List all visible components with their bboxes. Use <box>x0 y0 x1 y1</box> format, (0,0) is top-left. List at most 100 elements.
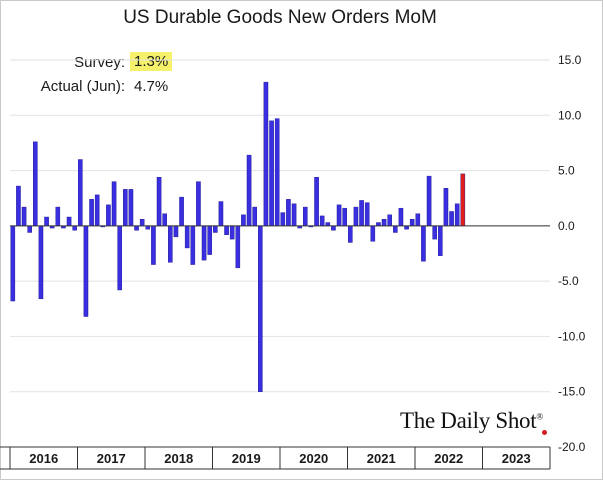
bar <box>156 177 162 227</box>
bar <box>426 175 432 227</box>
bar <box>128 189 134 227</box>
x-tick-label: 2016 <box>29 451 58 466</box>
bar <box>207 225 212 255</box>
bar <box>179 196 184 227</box>
the-daily-shot-logo: The Daily Shot® <box>400 408 543 433</box>
x-axis: 2016 2017 2018 2019 2020 2021 2022 2023 <box>0 446 551 470</box>
x-tick-label: 2018 <box>164 451 193 466</box>
bar <box>443 188 449 227</box>
bar <box>218 201 224 227</box>
bar <box>319 215 325 227</box>
bar <box>151 225 156 265</box>
bar <box>33 141 38 227</box>
bar <box>224 225 229 235</box>
y-tick-label: 0.0 <box>558 219 575 233</box>
y-tick-label: -5.0 <box>558 274 579 288</box>
bar <box>246 154 252 227</box>
bar <box>83 225 89 317</box>
bar <box>331 225 336 231</box>
bar <box>55 206 61 227</box>
bar <box>21 206 27 227</box>
bar <box>398 207 404 227</box>
bar <box>173 225 179 238</box>
bar <box>286 199 291 227</box>
bar <box>274 118 280 227</box>
bar-series <box>10 81 466 392</box>
y-tick-label: 10.0 <box>558 108 582 122</box>
y-tick-label: 15.0 <box>558 53 582 67</box>
bar <box>139 219 145 227</box>
bar <box>162 213 167 227</box>
bar <box>303 206 308 227</box>
bar <box>94 194 100 227</box>
logo-dot <box>542 430 547 435</box>
bar <box>263 81 269 227</box>
bar <box>38 225 44 300</box>
bar <box>168 225 173 263</box>
bar <box>10 225 16 302</box>
bar <box>106 204 111 227</box>
x-tick-label: 2019 <box>232 451 261 466</box>
bar <box>252 206 257 227</box>
bar <box>229 225 235 240</box>
bar <box>449 211 454 227</box>
bar <box>111 181 117 227</box>
bar <box>201 225 207 261</box>
bar <box>348 225 353 243</box>
actual-value: 4.7% <box>134 78 169 95</box>
bar <box>432 225 437 240</box>
bar <box>72 225 77 231</box>
bar <box>353 206 359 227</box>
chart-title: US Durable Goods New Orders MoM <box>123 7 437 28</box>
bar <box>342 207 347 227</box>
bar <box>421 225 426 262</box>
x-tick-label: 2020 <box>299 451 328 466</box>
x-tick-label: 2021 <box>367 451 396 466</box>
bar <box>27 225 32 233</box>
y-tick-label: -20.0 <box>558 440 586 454</box>
bar <box>314 177 319 227</box>
bar <box>415 213 421 227</box>
bar <box>381 219 387 227</box>
bar <box>213 225 218 233</box>
bar <box>359 200 364 227</box>
bar <box>78 159 83 227</box>
bar <box>258 225 263 392</box>
bar <box>393 225 398 233</box>
x-tick-label: 2023 <box>502 451 531 466</box>
bar <box>117 225 122 291</box>
bar <box>16 185 21 227</box>
y-tick-label: -10.0 <box>558 329 586 343</box>
bar <box>89 199 94 227</box>
x-tick-label: 2022 <box>434 451 463 466</box>
bar <box>190 225 196 265</box>
gridlines <box>10 59 550 448</box>
actual-label: Actual (Jun): <box>40 78 125 95</box>
bar <box>280 212 286 227</box>
bar <box>438 225 443 256</box>
bar <box>291 203 297 227</box>
bar <box>66 216 72 227</box>
y-tick-label: -15.0 <box>558 385 586 399</box>
bar <box>336 204 342 227</box>
bar <box>387 214 392 227</box>
bar <box>134 225 139 231</box>
bar <box>44 216 49 227</box>
bar <box>241 214 246 227</box>
bar <box>184 225 190 249</box>
y-axis: 15.0 10.0 5.0 0.0 -5.0 -10.0 -15.0 -20.0 <box>558 53 586 454</box>
bar <box>409 219 415 227</box>
bar <box>123 189 128 227</box>
survey-label: Survey: <box>74 54 125 71</box>
bar <box>364 202 370 227</box>
bar <box>269 120 274 227</box>
bar <box>454 203 460 227</box>
y-tick-label: 5.0 <box>558 164 575 178</box>
bar <box>235 225 241 269</box>
survey-value: 1.3% <box>130 52 173 71</box>
x-tick-label: 2017 <box>97 451 126 466</box>
bar <box>196 181 201 227</box>
bar <box>370 225 376 242</box>
bar-latest <box>460 173 466 227</box>
